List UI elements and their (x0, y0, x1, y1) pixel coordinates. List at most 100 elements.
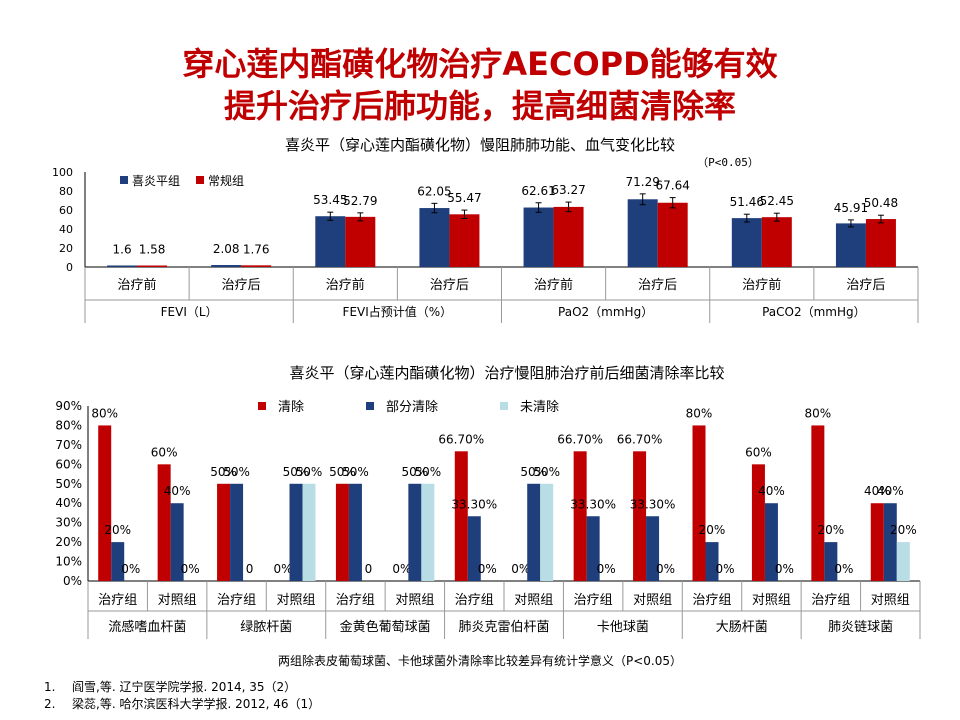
x-group-label: 肺炎链球菌 (828, 620, 893, 635)
data-label: 0% (121, 562, 140, 576)
data-label: 80% (805, 406, 832, 420)
data-label: 53.45 (313, 193, 347, 207)
bar (553, 206, 584, 267)
bar (449, 214, 480, 267)
y-tick-label: 10% (55, 555, 82, 569)
y-tick-label: 40 (59, 223, 73, 236)
y-tick-label: 40% (55, 496, 82, 510)
lung-function-chart: 喜炎平（穿心莲内酯磺化物）慢阻肺肺功能、血气变化比较 （P<0.05） 0 20 40 6… (52, 136, 919, 323)
bar (731, 218, 762, 267)
legend-swatch (120, 176, 128, 184)
data-label: 50% (210, 465, 237, 479)
data-label: 20% (104, 523, 131, 537)
x-category-label: 对照组 (158, 593, 197, 608)
data-label: 0% (511, 562, 530, 576)
x-group-label: 卡他球菌 (597, 620, 649, 635)
bar (751, 464, 765, 581)
data-label: 80% (91, 406, 118, 420)
y-tick-label: 60% (55, 457, 82, 471)
data-label: 80% (686, 406, 713, 420)
data-label: 0% (775, 562, 794, 576)
x-group-label: 金黄色葡萄球菌 (340, 619, 431, 635)
data-label: 50% (342, 465, 369, 479)
data-label: 52.45 (760, 194, 794, 208)
bar (335, 483, 349, 581)
bar (573, 451, 587, 581)
bar (217, 483, 231, 581)
bar (896, 542, 910, 581)
data-label: 0% (273, 562, 292, 576)
references: 1. 阎雪,等. 辽宁医学院学报. 2014, 35（2） 2. 梁蕊,等. 哈尔滨… (44, 679, 320, 713)
footnote: 两组除表皮葡萄球菌、卡他球菌外清除率比较差异有统计学意义（P<0.05） (278, 653, 682, 668)
x-category-label: 治疗组 (336, 593, 375, 608)
bacterial-clearance-chart: 喜炎平（穿心莲内酯磺化物）治疗慢阻肺治疗前后细菌清除率比较 0% 10% 20% 30%… (55, 364, 921, 668)
chart-subtitle: （P<0.05） (697, 156, 759, 169)
data-label: 50% (283, 465, 310, 479)
data-label: 20% (818, 523, 845, 537)
bar (157, 464, 171, 581)
slide-title-line-2: 提升治疗后肺功能，提高细菌清除率 (223, 87, 736, 125)
data-label: 66.70% (617, 432, 663, 446)
x-category-label: 对照组 (871, 593, 910, 608)
y-tick-label: 20% (55, 535, 82, 549)
legend-swatch (366, 402, 374, 410)
bar (289, 483, 303, 581)
x-category-label: 治疗组 (455, 593, 494, 608)
x-group-label: 肺炎克雷伯杆菌 (458, 620, 549, 635)
bar (764, 503, 778, 581)
data-label: 71.29 (626, 175, 660, 189)
data-label: 62.61 (521, 184, 555, 198)
data-label: 50% (533, 465, 560, 479)
bar (98, 425, 112, 581)
data-label: 63.27 (551, 183, 585, 197)
x-category-label: 治疗前 (326, 277, 365, 293)
legend-swatch (500, 402, 508, 410)
legend-swatch (258, 402, 266, 410)
data-label: 0% (715, 562, 734, 576)
legend-label: 喜炎平组 (132, 174, 180, 188)
x-category-label: 治疗后 (430, 278, 469, 293)
y-tick-label: 50% (55, 477, 82, 491)
x-category-label: 治疗组 (692, 593, 731, 608)
bar (870, 503, 884, 581)
bar (315, 216, 346, 267)
data-label: 67.64 (656, 179, 690, 193)
bar (835, 223, 866, 267)
bar (454, 451, 468, 581)
data-label: 60% (745, 445, 772, 459)
bar (523, 207, 554, 267)
x-category-label: 对照组 (276, 593, 315, 608)
x-group-label: PaCO2（mmHg） (762, 305, 866, 319)
y-tick-label: 100 (52, 166, 73, 179)
bar (302, 483, 316, 581)
x-group-label: FEVI（L） (161, 305, 218, 319)
data-label: 0% (181, 562, 200, 576)
bar (137, 265, 168, 267)
x-category-label: 治疗组 (574, 593, 613, 608)
data-label: 62.05 (417, 184, 451, 198)
x-group-label: 大肠杆菌 (716, 620, 768, 635)
data-label: 1.6 (113, 242, 132, 256)
y-tick-label: 90% (55, 399, 82, 413)
bar (467, 516, 481, 581)
data-label: 20% (890, 523, 917, 537)
legend-label: 未清除 (520, 400, 559, 415)
bar (692, 425, 706, 581)
y-tick-label: 80% (55, 418, 82, 432)
data-label: 50% (296, 465, 323, 479)
data-label: 50% (415, 465, 442, 479)
bar (824, 542, 838, 581)
legend-label: 清除 (278, 400, 304, 415)
bar (705, 542, 719, 581)
bar (633, 451, 647, 581)
data-label: 20% (699, 523, 726, 537)
y-tick-label: 20 (59, 242, 73, 255)
x-group-label: 流感嗜血杆菌 (108, 619, 186, 635)
data-label: 52.79 (343, 194, 377, 208)
data-label: 60% (151, 445, 178, 459)
bar (107, 265, 138, 267)
data-label: 66.70% (438, 432, 484, 446)
x-category-label: 治疗前 (742, 277, 781, 293)
data-label: 0% (597, 562, 616, 576)
data-label: 66.70% (557, 432, 603, 446)
